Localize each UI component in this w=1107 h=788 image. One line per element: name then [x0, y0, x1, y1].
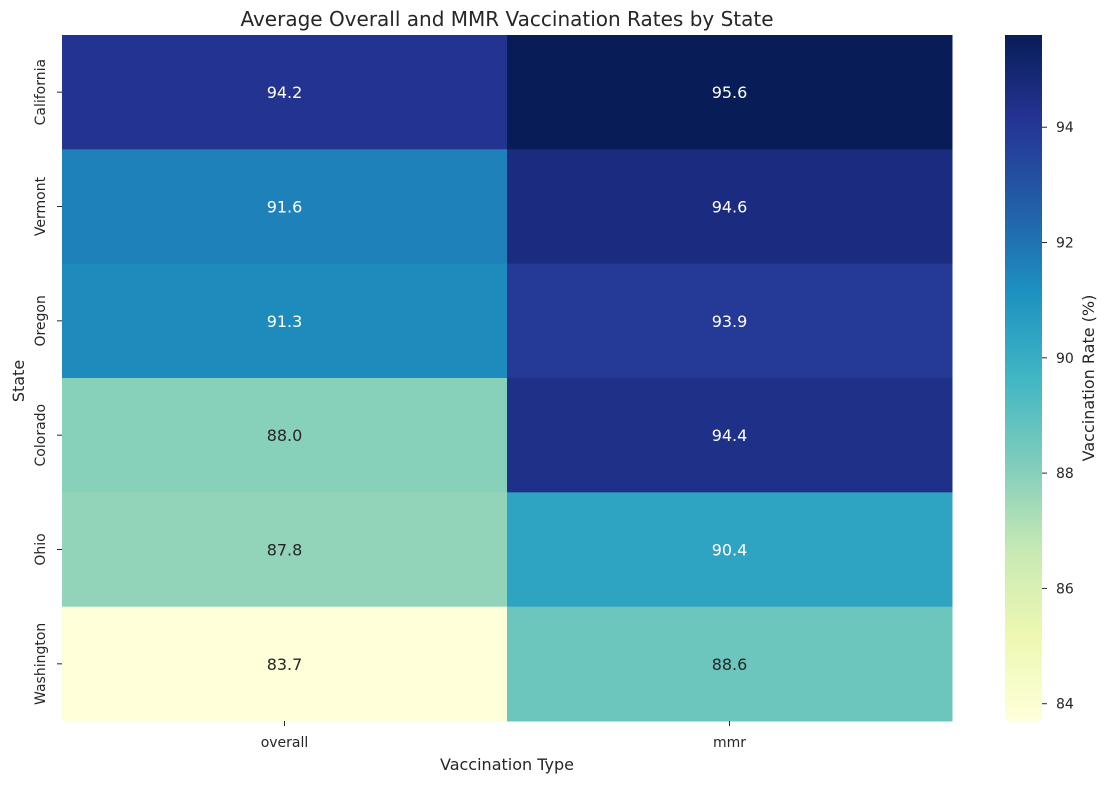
cell-value-label: 93.9 — [712, 312, 748, 331]
heatmap-cell-california-mmr — [507, 35, 953, 150]
y-tick-label: Colorado — [33, 404, 49, 467]
cell-value-label: 95.6 — [712, 83, 748, 102]
heatmap-cell-vermont-mmr — [507, 149, 953, 265]
colorbar-ticks: 84 86 88 90 92 94 — [1042, 120, 1074, 713]
x-axis-label: Vaccination Type — [440, 755, 574, 774]
y-tick-label: California — [33, 59, 49, 125]
y-tick-label: Oregon — [33, 295, 49, 346]
cell-value-label: 87.8 — [267, 541, 303, 560]
heatmap-cell-colorado-mmr — [507, 378, 953, 493]
heatmap-cell-oregon-overall — [62, 263, 508, 379]
heatmap-cell-california-overall — [62, 35, 508, 150]
chart-title: Average Overall and MMR Vaccination Rate… — [240, 7, 773, 31]
cell-annotations: 94.2 95.6 91.6 94.6 91.3 93.9 88.0 94.4 87.8 90.4… — [267, 83, 748, 674]
heatmap-cells — [62, 35, 953, 722]
y-tick-label: Washington — [33, 623, 49, 705]
colorbar-tick-label: 86 — [1056, 581, 1074, 597]
heatmap-cell-washington-mmr — [507, 606, 953, 722]
colorbar-tick-label: 84 — [1056, 697, 1074, 713]
heatmap-cell-oregon-mmr — [507, 263, 953, 379]
heatmap-cell-colorado-overall — [62, 378, 508, 493]
y-axis-ticks: California Vermont Oregon Colorado Ohio Washi… — [33, 59, 62, 705]
cell-value-label: 94.6 — [712, 198, 748, 217]
cell-value-label: 88.6 — [712, 655, 748, 674]
x-tick-label: mmr — [713, 735, 746, 751]
heatmap-cell-washington-overall — [62, 606, 508, 722]
x-axis-ticks: overall mmr — [261, 721, 746, 751]
heatmap-cell-vermont-overall — [62, 149, 508, 265]
colorbar-tick-label: 88 — [1056, 466, 1074, 482]
cell-value-label: 88.0 — [267, 426, 303, 445]
cell-value-label: 94.4 — [712, 426, 748, 445]
colorbar-tick-label: 94 — [1056, 120, 1074, 136]
cell-value-label: 91.6 — [267, 198, 303, 217]
cell-value-label: 91.3 — [267, 312, 303, 331]
colorbar-tick-label: 92 — [1056, 236, 1074, 252]
heatmap-cell-ohio-overall — [62, 492, 508, 608]
heatmap-cell-ohio-mmr — [507, 492, 953, 608]
x-tick-label: overall — [261, 735, 309, 751]
cell-value-label: 90.4 — [712, 541, 748, 560]
colorbar-tick-label: 90 — [1056, 351, 1074, 367]
colorbar-label: Vaccination Rate (%) — [1079, 295, 1098, 462]
y-tick-label: Vermont — [33, 176, 49, 236]
cell-value-label: 83.7 — [267, 655, 303, 674]
y-tick-label: Ohio — [33, 533, 49, 565]
y-axis-label: State — [9, 360, 28, 402]
cell-value-label: 94.2 — [267, 83, 303, 102]
colorbar — [1005, 35, 1042, 721]
